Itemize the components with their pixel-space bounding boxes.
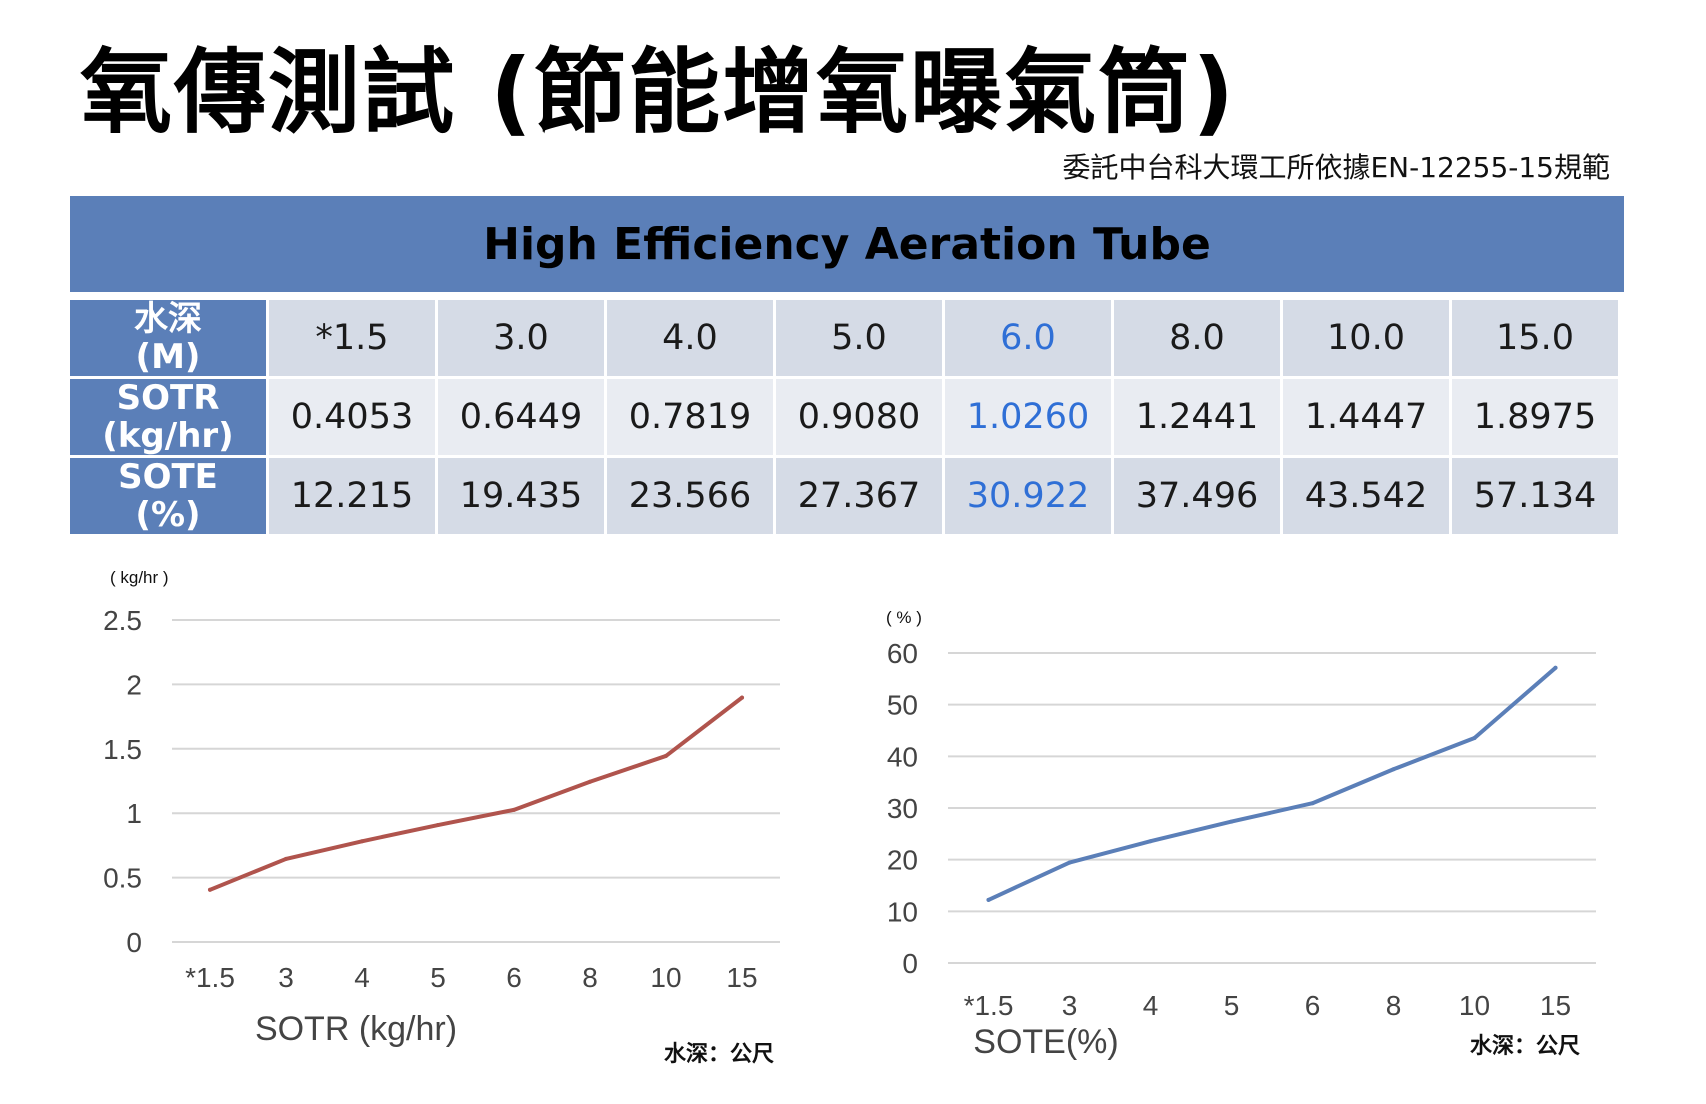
row-header-label: SOTR	[116, 378, 220, 418]
x-tick-label: 15	[1540, 990, 1571, 1021]
depth-unit-note: 水深：公尺	[1470, 1033, 1580, 1058]
aeration-data-table: High Efficiency Aeration Tube 水深 (M) *1.5 3…	[70, 196, 1624, 537]
row-header: SOTR (kg/hr)	[70, 379, 266, 455]
table-cell: 30.922	[945, 458, 1111, 534]
x-tick-label: 10	[650, 962, 681, 993]
sote-row: SOTE (%) 12.215 19.435 23.566 27.367 30.922 37.…	[70, 458, 1618, 534]
data-point	[986, 897, 991, 902]
row-header-label: 水深	[134, 299, 202, 339]
data-point	[740, 695, 744, 700]
data-point	[664, 753, 668, 758]
y-tick-label: 2	[126, 669, 142, 700]
sote-line-chart: ( % ) 0 10 20 30 40 50 60 *1.5 3 4 5 6 8 10 15 SOTE(%) 水深…	[886, 608, 1596, 1061]
row-header-label: SOTE	[118, 457, 218, 497]
table-cell: 1.8975	[1452, 379, 1618, 455]
table-cell: 8.0	[1114, 300, 1280, 376]
x-tick-label: 10	[1459, 990, 1490, 1021]
table-cell: 27.367	[776, 458, 942, 534]
x-tick-label: 4	[1143, 990, 1159, 1021]
depth-row: 水深 (M) *1.5 3.0 4.0 5.0 6.0 8.0 10.0 15.0	[70, 300, 1618, 376]
data-point	[512, 807, 516, 812]
x-tick-label: 5	[1224, 990, 1240, 1021]
table-cell: 19.435	[438, 458, 604, 534]
table-cell: 15.0	[1452, 300, 1618, 376]
x-axis-title: SOTR (kg/hr)	[255, 1010, 457, 1048]
y-tick-label: 40	[887, 741, 918, 772]
y-tick-label: 50	[887, 690, 918, 721]
table-cell: 1.4447	[1283, 379, 1449, 455]
data-point	[1310, 801, 1315, 806]
table-cell: 23.566	[607, 458, 773, 534]
sotr-line-chart: ( kg/hr ) 0 0.5 1 1.5 2 2.5 *1.5 3 4 5 6 8 10 15 SOTR (…	[103, 568, 780, 1066]
data-point	[360, 839, 364, 844]
data-point	[1391, 767, 1396, 772]
series-line-sotr	[208, 695, 744, 892]
table-cell: 0.9080	[776, 379, 942, 455]
sotr-row: SOTR (kg/hr) 0.4053 0.6449 0.7819 0.9080 1.026…	[70, 379, 1618, 455]
data-point	[208, 887, 212, 892]
table-cell: 57.134	[1452, 458, 1618, 534]
data-point	[1553, 665, 1558, 670]
x-tick-label: *1.5	[185, 962, 235, 993]
x-tick-label: 3	[278, 962, 294, 993]
y-tick-label: 2.5	[103, 605, 142, 636]
y-tick-label: 0	[126, 927, 142, 958]
data-point	[1067, 860, 1072, 865]
data-point	[284, 856, 288, 861]
data-point	[1229, 819, 1234, 824]
depth-unit-note: 水深：公尺	[664, 1041, 774, 1066]
y-tick-label: 1	[126, 798, 142, 829]
row-header: SOTE (%)	[70, 458, 266, 534]
row-header-unit: (kg/hr)	[102, 416, 234, 456]
x-tick-label: 15	[726, 962, 757, 993]
x-tick-label: 5	[430, 962, 446, 993]
y-tick-label: 1.5	[103, 734, 142, 765]
y-tick-label: 20	[887, 845, 918, 876]
y-axis-unit-label: ( kg/hr )	[110, 568, 169, 587]
y-tick-label: 0.5	[103, 863, 142, 894]
data-point	[1148, 839, 1153, 844]
x-tick-label: 8	[582, 962, 598, 993]
table-cell: 37.496	[1114, 458, 1280, 534]
table-cell: 0.7819	[607, 379, 773, 455]
y-tick-label: 60	[887, 638, 918, 669]
table-header: High Efficiency Aeration Tube	[70, 196, 1624, 292]
x-tick-label: 3	[1062, 990, 1078, 1021]
x-tick-label: 4	[354, 962, 370, 993]
table-cell: 0.4053	[269, 379, 435, 455]
y-tick-label: 0	[902, 948, 918, 979]
table-cell: 3.0	[438, 300, 604, 376]
page-title: 氧傳測試 (節能增氧曝氣筒)	[80, 39, 1237, 146]
x-tick-label: 6	[506, 962, 522, 993]
y-tick-label: 30	[887, 793, 918, 824]
row-header: 水深 (M)	[70, 300, 266, 376]
row-header-unit: (%)	[135, 495, 201, 535]
series-line-sote	[986, 665, 1558, 902]
table-cell: 6.0	[945, 300, 1111, 376]
test-standard-note: 委託中台科大環工所依據EN-12255-15規範	[1062, 151, 1610, 184]
y-tick-label: 10	[887, 896, 918, 927]
x-tick-label: *1.5	[964, 990, 1014, 1021]
table-cell: 43.542	[1283, 458, 1449, 534]
table-cell: 1.2441	[1114, 379, 1280, 455]
table-cell: 1.0260	[945, 379, 1111, 455]
y-axis-unit-label: ( % )	[886, 608, 922, 627]
data-point	[1472, 736, 1477, 741]
x-tick-label: 8	[1386, 990, 1402, 1021]
row-header-unit: (M)	[135, 337, 201, 377]
data-point	[436, 823, 440, 828]
x-tick-label: 6	[1305, 990, 1321, 1021]
table-cell: 10.0	[1283, 300, 1449, 376]
data-point	[588, 779, 592, 784]
table-cell: 0.6449	[438, 379, 604, 455]
table-cell: 5.0	[776, 300, 942, 376]
table-cell: *1.5	[269, 300, 435, 376]
data-grid: 水深 (M) *1.5 3.0 4.0 5.0 6.0 8.0 10.0 15.0 SOTR (kg/…	[67, 297, 1621, 537]
x-axis-title: SOTE(%)	[973, 1023, 1118, 1061]
table-cell: 4.0	[607, 300, 773, 376]
table-cell: 12.215	[269, 458, 435, 534]
